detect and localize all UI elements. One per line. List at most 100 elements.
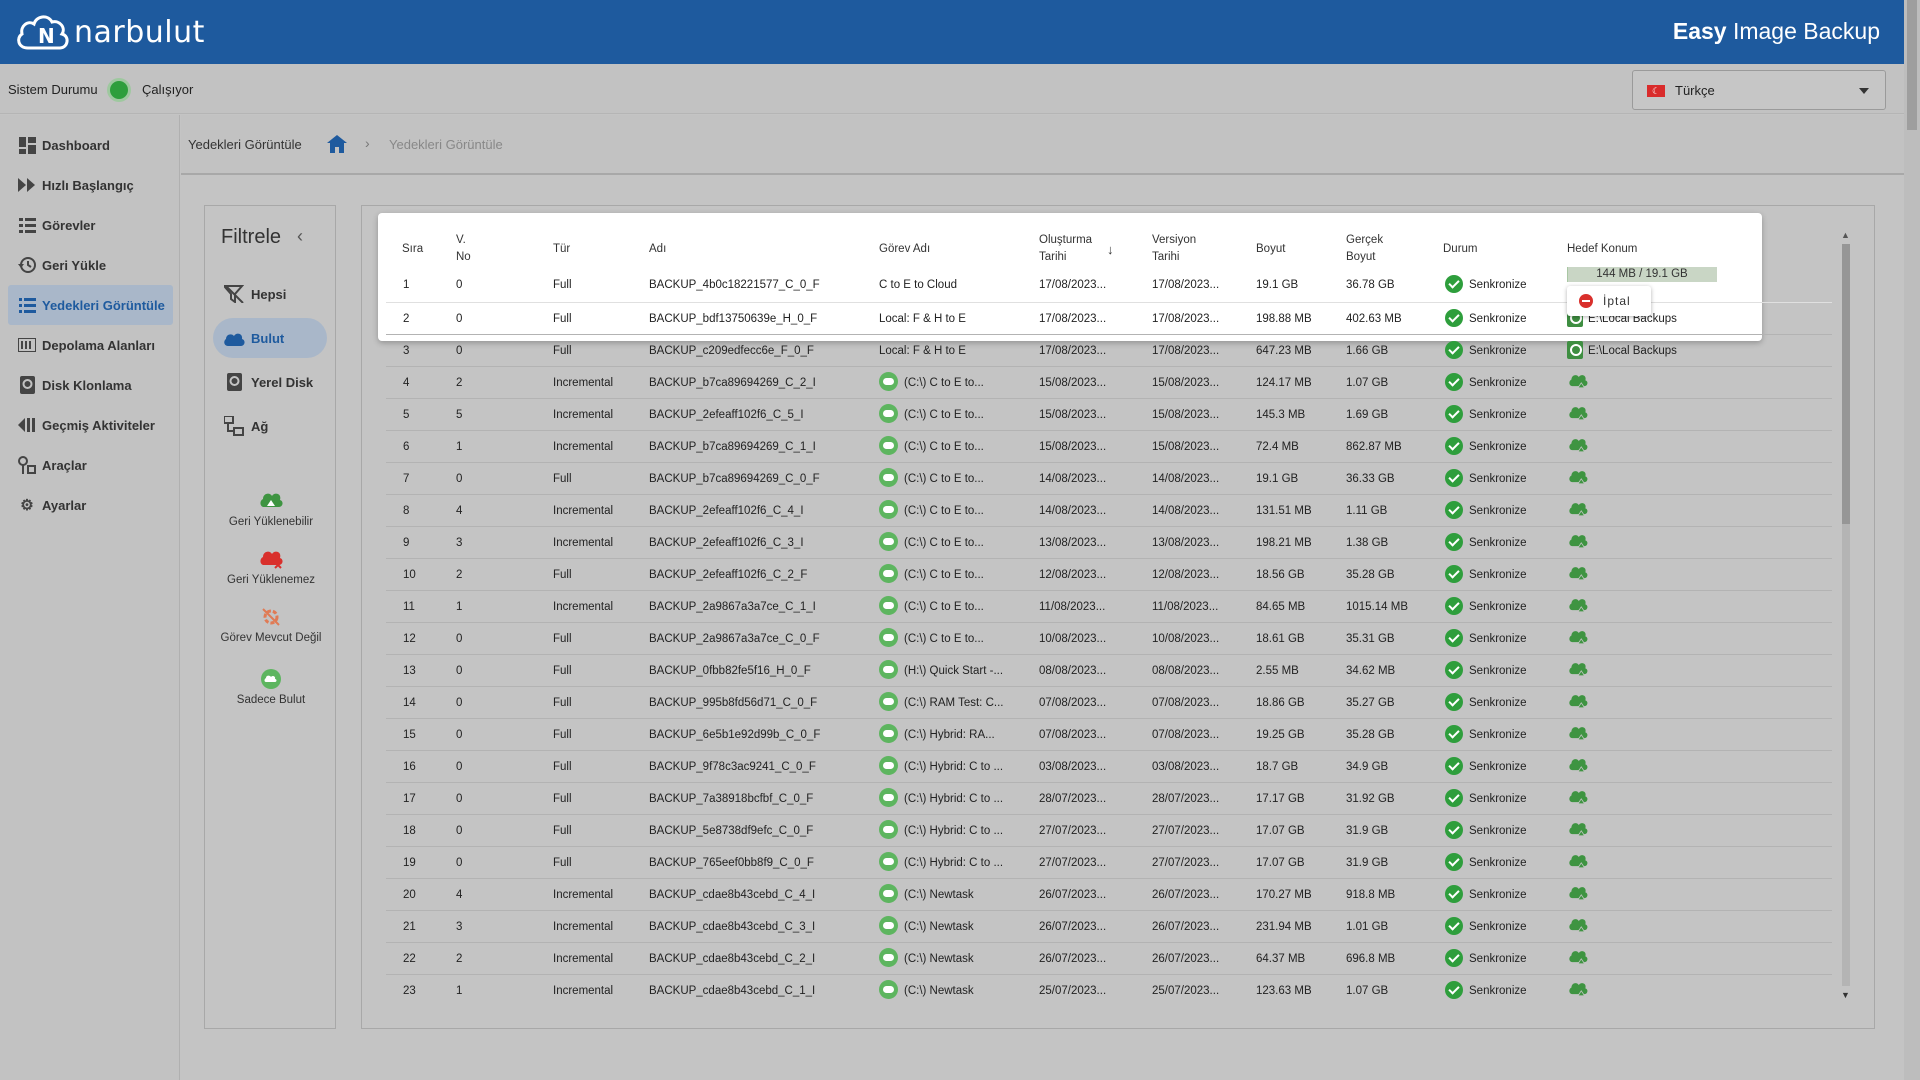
cell-target — [1567, 943, 1767, 975]
cloud-restorable-icon[interactable] — [1567, 469, 1589, 487]
cell-type-text: Full — [553, 825, 572, 837]
sidebar-item-restore[interactable]: Geri Yükle — [8, 245, 173, 285]
sidebar-item-history[interactable]: Geçmiş Aktiviteler — [8, 405, 173, 445]
cancel-button[interactable]: İptal — [1567, 286, 1651, 316]
cloud-restorable-icon[interactable] — [1567, 565, 1589, 583]
table-scrollbar[interactable]: ▲ ▼ — [1838, 230, 1854, 1000]
cell-real-size-text: 36.33 GB — [1346, 473, 1395, 485]
table-row[interactable]: 1 0 Full BACKUP_4b0c18221577_C_0_F C to E to… — [386, 268, 1832, 303]
table-row[interactable]: 11 1 Incremental BACKUP_2a9867a3a7ce_C_1_I(… — [386, 591, 1832, 623]
legend-task-missing[interactable]: Görev Mevcut Değil — [205, 606, 337, 644]
cell-size: 17.07 GB — [1256, 815, 1336, 847]
page-scrollbar[interactable] — [1904, 0, 1920, 1080]
table-row[interactable]: 22 2 Incremental BACKUP_cdae8b43cebd_C_2_I(… — [386, 943, 1832, 975]
table-row[interactable]: 7 0 Full BACKUP_b7ca89694269_C_0_F (C:\) C t… — [386, 463, 1832, 495]
table-row[interactable]: 13 0 Full BACKUP_0fbb82fe5f16_H_0_F (H:\) Qu… — [386, 655, 1832, 687]
cloud-icon — [223, 328, 245, 348]
legend-restorable[interactable]: Geri Yüklenebilir — [205, 490, 337, 528]
table-row[interactable]: 19 0 Full BACKUP_765eef0bb8f9_C_0_F (C:\) Hy… — [386, 847, 1832, 879]
cell-version-date: 12/08/2023... — [1152, 559, 1248, 591]
column-header-hedef[interactable]: Hedef Konum — [1567, 243, 1638, 255]
table-row[interactable]: 9 3 Incremental BACKUP_2efeaff102f6_C_3_I (C… — [386, 527, 1832, 559]
column-header-vno[interactable]: V. No — [456, 234, 471, 263]
cloud-restorable-icon[interactable] — [1567, 917, 1589, 935]
table-row[interactable]: 18 0 Full BACKUP_5e8738df9efc_C_0_F (C:\) Hy… — [386, 815, 1832, 847]
sort-descending-icon[interactable]: ↓ — [1107, 242, 1114, 257]
cell-version-no: 0 — [456, 847, 496, 879]
cloud-restorable-icon[interactable] — [1567, 885, 1589, 903]
column-header-versiyon[interactable]: Versiyon Tarihi — [1152, 234, 1197, 263]
legend-not-restorable[interactable]: Geri Yüklenemez — [205, 548, 337, 586]
cloud-restorable-icon[interactable] — [1567, 789, 1589, 807]
sidebar-item-tools[interactable]: Araçlar — [8, 445, 173, 485]
language-select[interactable]: ☾ Türkçe — [1632, 70, 1886, 110]
filter-cloud[interactable]: Bulut — [213, 318, 327, 358]
column-header-olusturma[interactable]: Oluşturma Tarihi — [1039, 234, 1093, 263]
column-header-gorev[interactable]: Görev Adı — [879, 243, 931, 255]
cell-type: Full — [553, 687, 643, 719]
table-row[interactable]: 6 1 Incremental BACKUP_b7ca89694269_C_1_I (C… — [386, 431, 1832, 463]
cloud-restorable-icon[interactable] — [1567, 821, 1589, 839]
collapse-filter-button[interactable]: ‹ — [297, 226, 303, 246]
sidebar-item-disk-clone[interactable]: Disk Klonlama — [8, 365, 173, 405]
table-row[interactable]: 4 2 Incremental BACKUP_b7ca89694269_C_2_I (C… — [386, 367, 1832, 399]
cloud-restorable-icon[interactable] — [1567, 597, 1589, 615]
table-row[interactable]: 3 0 Full BACKUP_c209edfecc6e_F_0_F Local: F … — [386, 335, 1832, 367]
filter-all[interactable]: Hepsi — [213, 274, 327, 314]
table-row[interactable]: 10 2 Full BACKUP_2efeaff102f6_C_2_F (C:\) C … — [386, 559, 1832, 591]
cloud-only-icon — [879, 820, 898, 840]
scroll-down-icon[interactable]: ▼ — [1841, 990, 1850, 1000]
table-row[interactable]: 21 3 Incremental BACKUP_cdae8b43cebd_C_3_I (… — [386, 911, 1832, 943]
cell-type-text: Full — [553, 473, 572, 485]
table-row[interactable]: 16 0 Full BACKUP_9f78c3ac9241_C_0_F (C:\) Hy… — [386, 751, 1832, 783]
home-icon[interactable] — [327, 135, 347, 153]
cloud-restorable-icon[interactable] — [1567, 757, 1589, 775]
table-row[interactable]: 15 0 Full BACKUP_6e5b1e92d99b_C_0_F (C:\) Hy… — [386, 719, 1832, 751]
cloud-restorable-icon[interactable] — [1567, 661, 1589, 679]
cloud-restorable-icon[interactable] — [1567, 693, 1589, 711]
table-row[interactable]: 14 0 Full BACKUP_995b8fd56d71_C_0_F (C:\) RA… — [386, 687, 1832, 719]
legend-cloud-only[interactable]: Sadece Bulut — [205, 668, 337, 706]
cell-real-size: 1.07 GB — [1346, 975, 1430, 1002]
sidebar-item-quick-start[interactable]: Hızlı Başlangıç — [8, 165, 173, 205]
table-row[interactable]: 23 1 Incremental BACKUP_cdae8b43cebd_C_1_I (… — [386, 975, 1832, 1002]
cell-size: 72.4 MB — [1256, 431, 1336, 463]
table-row[interactable]: 12 0 Full BACKUP_2a9867a3a7ce_C_0_F (C:\) C … — [386, 623, 1832, 655]
cloud-restorable-icon[interactable] — [1567, 853, 1589, 871]
sidebar-item-view-backups[interactable]: Yedekleri Görüntüle — [8, 285, 173, 325]
cell-created-date-text: 13/08/2023... — [1039, 537, 1107, 549]
filter-local-disk[interactable]: Yerel Disk — [213, 362, 327, 402]
cloud-restorable-icon[interactable] — [1567, 533, 1589, 551]
cloud-restorable-icon[interactable] — [1567, 437, 1589, 455]
table-row[interactable]: 20 4 Incremental BACKUP_cdae8b43cebd_C_4_I (… — [386, 879, 1832, 911]
scroll-up-icon[interactable]: ▲ — [1841, 230, 1850, 240]
column-header-tur[interactable]: Tür — [553, 243, 571, 255]
column-header-boyut[interactable]: Boyut — [1256, 243, 1286, 255]
column-header-gercek-boyut[interactable]: Gerçek Boyut — [1346, 234, 1384, 263]
cloud-restorable-icon[interactable] — [1567, 949, 1589, 967]
sidebar-item-storage[interactable]: Depolama Alanları — [8, 325, 173, 365]
table-row[interactable]: 5 5 Incremental BACKUP_2efeaff102f6_C_5_I (C… — [386, 399, 1832, 431]
column-header-durum[interactable]: Durum — [1443, 243, 1478, 255]
cell-version-date-text: 03/08/2023... — [1152, 761, 1220, 773]
sidebar-item-dashboard[interactable]: Dashboard — [8, 125, 173, 165]
history-icon — [18, 416, 36, 434]
sidebar-item-tasks[interactable]: Görevler — [8, 205, 173, 245]
cancel-icon — [1579, 294, 1593, 308]
table-row[interactable]: 17 0 Full BACKUP_7a38918bcfbf_C_0_F (C:\) Hy… — [386, 783, 1832, 815]
cell-version-date: 17/08/2023... — [1152, 303, 1248, 335]
narbulut-logo[interactable]: N narbulut — [14, 8, 205, 56]
cloud-restorable-icon[interactable] — [1567, 725, 1589, 743]
column-header-sira[interactable]: Sıra — [402, 243, 424, 255]
table-row[interactable]: 2 0 Full BACKUP_bdf13750639e_H_0_F Local: F … — [386, 303, 1832, 335]
column-header-adi[interactable]: Adı — [649, 243, 667, 255]
filter-network[interactable]: Ağ — [213, 406, 327, 446]
cloud-restorable-icon[interactable] — [1567, 501, 1589, 519]
cloud-restorable-icon[interactable] — [1567, 373, 1589, 391]
cloud-restorable-icon[interactable] — [1567, 981, 1589, 999]
cloud-restorable-icon[interactable] — [1567, 629, 1589, 647]
cell-backup-name: BACKUP_cdae8b43cebd_C_2_I — [649, 943, 869, 975]
table-row[interactable]: 8 4 Incremental BACKUP_2efeaff102f6_C_4_I (C… — [386, 495, 1832, 527]
sidebar-item-settings[interactable]: ⚙ Ayarlar — [8, 485, 173, 525]
cloud-restorable-icon[interactable] — [1567, 405, 1589, 423]
